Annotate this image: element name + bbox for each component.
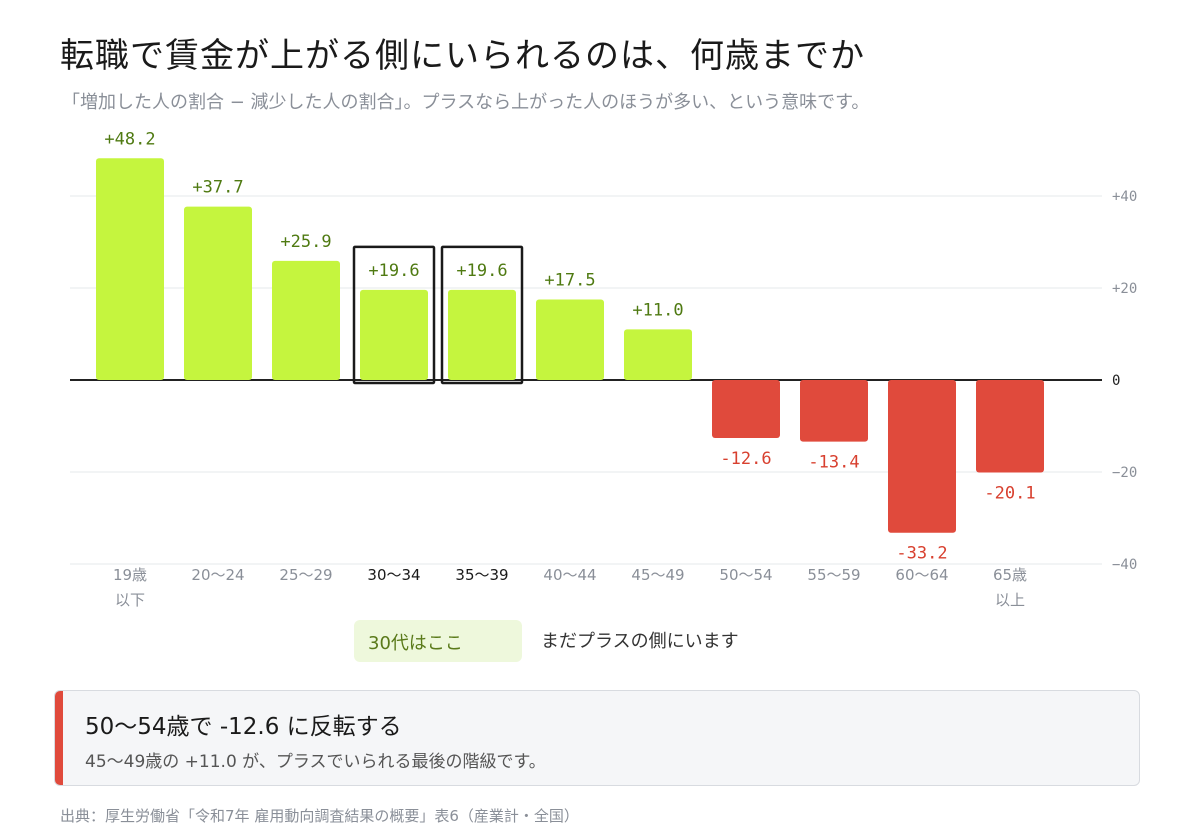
highlight-frame: [440, 245, 524, 385]
highlight-note-chip-label: 30代はここ: [368, 633, 463, 654]
page-subtitle: 「増加した人の割合 − 減少した人の割合」。プラスなら上がった人のほうが多い、と…: [62, 92, 870, 113]
bar: [976, 380, 1044, 473]
value-label: +19.6: [456, 261, 507, 281]
y-tick-label: +20: [1112, 281, 1137, 297]
callout-body: 45〜49歳の +11.0 が、プラスでいられる最後の階級です。: [85, 752, 546, 772]
y-tick-label: −20: [1112, 465, 1137, 481]
x-tick-label: 以下: [115, 591, 145, 609]
x-tick-label: 以上: [995, 591, 1025, 609]
y-tick-label: −40: [1112, 557, 1137, 573]
bar: [624, 329, 692, 380]
highlight-frame: [352, 245, 436, 385]
value-label: -33.2: [896, 544, 947, 564]
value-labels: +48.2 +37.7 +25.9 +19.6 +19.6 +17.5 +11.0 -12.6…: [104, 129, 1035, 563]
value-label: +19.6: [368, 261, 419, 281]
x-tick-label: 40〜44: [543, 566, 596, 584]
callout-accent-bar: [55, 691, 63, 785]
value-label: -12.6: [720, 449, 771, 469]
callout-box: 50〜54歳で -12.6 に反転する 45〜49歳の +11.0 が、プラスで…: [54, 690, 1140, 786]
value-label: +17.5: [544, 271, 595, 291]
value-label: +48.2: [104, 129, 155, 149]
bars: [96, 158, 1044, 533]
bar-chart: +40+200−20−40 +48.2+37.7+25.9+19.6 +19.6 +…: [70, 129, 1137, 609]
bar: [536, 299, 604, 380]
x-tick-label: 30〜34: [367, 566, 420, 584]
x-tick-label: 35〜39: [455, 566, 508, 584]
bar: [888, 380, 956, 533]
x-tick-label: 50〜54: [719, 566, 772, 584]
value-label: +37.7: [192, 178, 243, 198]
bar: [360, 289, 428, 380]
page-title: 転職で賃金が上がる側にいられるのは、何歳までか: [60, 36, 865, 76]
bar: [800, 380, 868, 442]
source-note: 出典：厚生労働省「令和7年 雇用動向調査結果の概要」表6（産業計・全国）: [60, 807, 579, 825]
x-tick-label: 65歳: [993, 566, 1027, 584]
y-axis-ticks: +40 +20 0 −20 −40: [1112, 189, 1137, 573]
value-label: -13.4: [808, 453, 859, 473]
x-tick-label: 45〜49: [631, 566, 684, 584]
x-tick-label: 55〜59: [807, 566, 860, 584]
highlight-note-chip: 30代はここ: [354, 620, 522, 662]
bar: [712, 380, 780, 438]
value-label: +25.9: [280, 232, 331, 252]
value-label: +11.0: [632, 300, 683, 320]
x-tick-label: 20〜24: [191, 566, 244, 584]
y-tick-label: 0: [1112, 373, 1120, 389]
x-tick-label: 25〜29: [279, 566, 332, 584]
x-tick-label: 60〜64: [895, 566, 948, 584]
bar: [448, 289, 516, 380]
bar: [96, 158, 164, 380]
bar: [184, 206, 252, 380]
value-label: -20.1: [984, 483, 1035, 503]
y-tick-label: +40: [1112, 189, 1137, 205]
highlight-note-text: まだプラスの側にいます: [541, 631, 739, 652]
callout-heading: 50〜54歳で -12.6 に反転する: [85, 714, 402, 740]
x-tick-label: 19歳: [113, 566, 147, 584]
bar: [272, 260, 340, 380]
